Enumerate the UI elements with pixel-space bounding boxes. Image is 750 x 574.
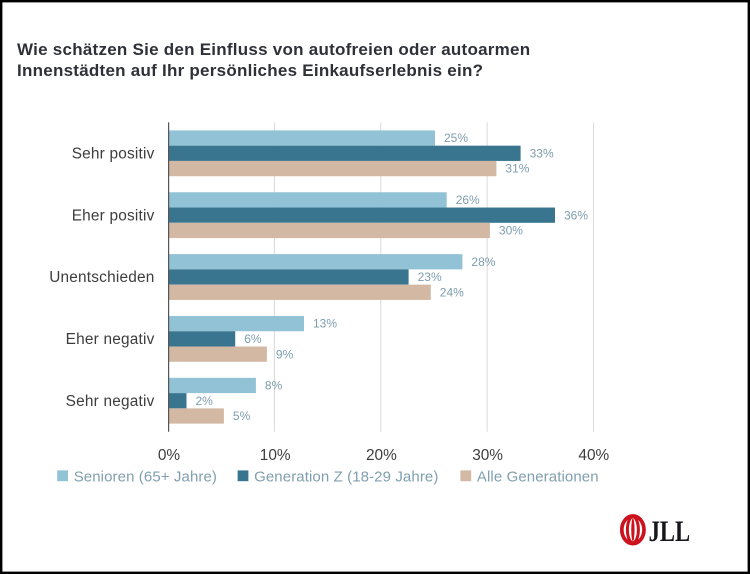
svg-text:30%: 30%	[499, 224, 523, 238]
svg-text:Unentschieden: Unentschieden	[49, 269, 154, 286]
svg-text:Senioren (65+ Jahre): Senioren (65+ Jahre)	[74, 468, 217, 485]
svg-text:30%: 30%	[472, 447, 503, 464]
svg-text:24%: 24%	[440, 285, 464, 299]
svg-text:13%: 13%	[313, 317, 337, 331]
svg-text:28%: 28%	[471, 255, 495, 269]
svg-text:Eher negativ: Eher negativ	[66, 331, 155, 348]
svg-text:10%: 10%	[260, 447, 291, 464]
svg-text:36%: 36%	[564, 208, 588, 222]
svg-text:0%: 0%	[158, 447, 181, 464]
svg-text:31%: 31%	[505, 162, 529, 176]
svg-text:6%: 6%	[244, 332, 262, 346]
svg-text:Alle Generationen: Alle Generationen	[477, 468, 599, 485]
svg-text:23%: 23%	[418, 270, 442, 284]
svg-text:8%: 8%	[265, 379, 283, 393]
svg-text:40%: 40%	[578, 447, 609, 464]
svg-text:Sehr negativ: Sehr negativ	[66, 393, 155, 410]
svg-text:Eher positiv: Eher positiv	[72, 207, 155, 224]
svg-text:Generation Z (18-29 Jahre): Generation Z (18-29 Jahre)	[254, 468, 438, 485]
svg-text:26%: 26%	[456, 193, 480, 207]
svg-text:33%: 33%	[530, 146, 554, 160]
svg-text:25%: 25%	[444, 131, 468, 145]
svg-text:Sehr positiv: Sehr positiv	[72, 146, 155, 163]
svg-text:20%: 20%	[366, 447, 397, 464]
svg-text:JLL: JLL	[649, 515, 691, 548]
svg-text:9%: 9%	[276, 347, 294, 361]
svg-text:5%: 5%	[233, 409, 251, 423]
svg-text:2%: 2%	[196, 394, 214, 408]
